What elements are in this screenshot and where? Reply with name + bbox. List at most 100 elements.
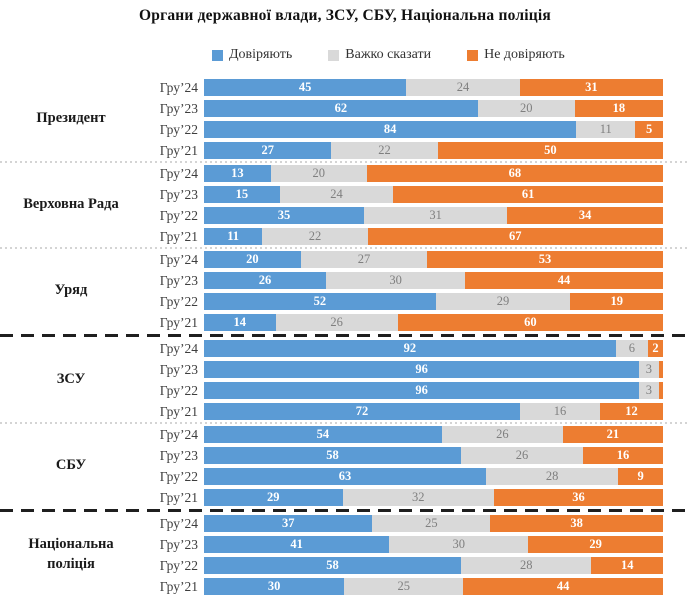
stacked-bar: 20 27 53 — [204, 251, 663, 268]
segment-hard-to-say: 24 — [406, 79, 520, 96]
period-label: Гру’23 — [159, 186, 198, 202]
segment-hard-to-say: 20 — [477, 100, 575, 117]
segment-value: 25 — [397, 579, 410, 594]
segment-trust: 84 — [204, 121, 577, 138]
segment-value: 26 — [258, 273, 272, 288]
segment-hard-to-say: 26 — [275, 314, 398, 331]
segment-value: 24 — [330, 187, 343, 202]
segment-value: 96 — [415, 383, 428, 398]
segment-distrust: 16 — [583, 447, 663, 464]
segment-value: 11 — [599, 122, 612, 137]
segment-trust: 13 — [204, 165, 271, 182]
segment-value: 20 — [519, 101, 533, 116]
segment-distrust: 36 — [494, 489, 663, 506]
segment-distrust: 60 — [397, 314, 664, 331]
segment-trust: 96 — [204, 361, 640, 378]
segment-value: 44 — [556, 579, 570, 594]
legend-item-trust: Довіряють — [212, 47, 292, 63]
segment-value: 92 — [403, 341, 417, 356]
segment-value: 58 — [326, 558, 339, 573]
group-label: Національна поліція — [28, 536, 114, 572]
stacked-bar: 62 20 18 — [204, 100, 663, 117]
period-label: Гру’21 — [159, 314, 198, 330]
segment-value: 24 — [456, 80, 470, 95]
stacked-bar: 52 29 19 — [204, 293, 663, 310]
period-label: Гру’24 — [159, 515, 198, 531]
segment-hard-to-say: 24 — [279, 186, 394, 203]
segment-hard-to-say: 26 — [460, 447, 584, 464]
segment-distrust: 19 — [570, 293, 663, 310]
segment-hard-to-say: 22 — [331, 142, 438, 159]
bar-row: Гру’23 58 26 16 — [142, 445, 690, 466]
segment-value: 6 — [628, 341, 636, 356]
segment-trust: 92 — [204, 340, 616, 357]
segment-hard-to-say: 28 — [485, 468, 619, 485]
stacked-bar: 37 25 38 — [204, 515, 663, 532]
segment-hard-to-say: 25 — [344, 578, 464, 595]
bar-row: Гру’24 92 6 2 — [142, 338, 690, 359]
segment-value: 2 — [652, 341, 659, 356]
stacked-bar: 30 25 44 — [204, 578, 663, 595]
segment-hard-to-say: 31 — [364, 207, 508, 224]
bar-row: Гру’22 63 28 9 — [142, 466, 690, 487]
segment-value: 30 — [452, 537, 466, 552]
segment-value: 16 — [616, 448, 630, 463]
stacked-bar: 11 22 67 — [204, 228, 663, 245]
segment-trust: 27 — [204, 142, 332, 159]
legend-swatch-trust — [212, 49, 223, 61]
segment-value: 30 — [267, 579, 281, 594]
segment-value: 37 — [281, 516, 295, 531]
bar-row: Гру’24 13 20 68 — [142, 163, 690, 184]
segment-value: 96 — [415, 362, 428, 377]
segment-trust: 54 — [204, 426, 442, 443]
group-rows: Гру’24 45 24 31 Гру’23 62 20 18 Гру’22 84 11 5 Гру’2… — [142, 77, 690, 161]
stacked-bar: 72 16 12 — [204, 403, 663, 420]
segment-hard-to-say: 16 — [519, 403, 600, 420]
segment-value: 72 — [355, 404, 369, 419]
segment-value: 27 — [357, 252, 371, 267]
period-label: Гру’24 — [159, 79, 198, 95]
segment-value: 31 — [585, 80, 598, 95]
segment-hard-to-say: 30 — [389, 536, 529, 553]
segment-value: 32 — [412, 490, 425, 505]
stacked-bar: 41 30 29 — [204, 536, 663, 553]
segment-trust: 15 — [204, 186, 280, 203]
segment-hard-to-say: 30 — [326, 272, 466, 289]
group-separator-dotted — [0, 247, 690, 249]
bar-row: Гру’24 20 27 53 — [142, 249, 690, 270]
segment-trust: 72 — [204, 403, 520, 420]
segment-distrust: 2 — [648, 340, 664, 357]
segment-hard-to-say: 3 — [639, 361, 659, 378]
bar-row: Гру’23 62 20 18 — [142, 98, 690, 119]
segment-value: 58 — [326, 448, 339, 463]
segment-hard-to-say: 22 — [262, 228, 368, 245]
segment-value: 36 — [572, 490, 585, 505]
period-label: Гру’22 — [159, 207, 198, 223]
segment-distrust: 44 — [465, 272, 663, 289]
stacked-bar: 29 32 36 — [204, 489, 663, 506]
bar-row: Гру’22 96 3 — [142, 380, 690, 401]
segment-trust: 14 — [204, 314, 276, 331]
segment-value: 44 — [557, 273, 571, 288]
segment-value: 5 — [646, 122, 653, 137]
segment-value: 63 — [338, 469, 352, 484]
stacked-bar: 96 3 — [204, 382, 663, 399]
segment-value: 11 — [227, 229, 240, 244]
segment-value: 60 — [524, 315, 537, 330]
segment-value: 13 — [231, 166, 244, 181]
segment-hard-to-say: 26 — [441, 426, 563, 443]
segment-trust: 45 — [204, 79, 407, 96]
group-rows: Гру’24 13 20 68 Гру’23 15 24 61 Гру’22 35 31 34 Гру’… — [142, 163, 690, 247]
chart-group: Національна поліція Гру’24 37 25 38 Гру’23 41 3… — [0, 513, 690, 597]
segment-trust: 37 — [204, 515, 373, 532]
segment-value: 62 — [334, 101, 348, 116]
bar-row: Гру’21 27 22 50 — [142, 140, 690, 161]
segment-value: 15 — [235, 187, 249, 202]
segment-value: 22 — [378, 143, 391, 158]
chart-group: ЗСУ Гру’24 92 6 2 Гру’23 96 3 Гру’22 96 3 Гру’21 72 1… — [0, 338, 690, 422]
segment-trust: 63 — [204, 468, 486, 485]
segment-value: 30 — [389, 273, 402, 288]
segment-distrust — [658, 361, 663, 378]
stacked-bar-chart: Президент Гру’24 45 24 31 Гру’23 62 20 18 Гру’22 8… — [0, 77, 690, 597]
